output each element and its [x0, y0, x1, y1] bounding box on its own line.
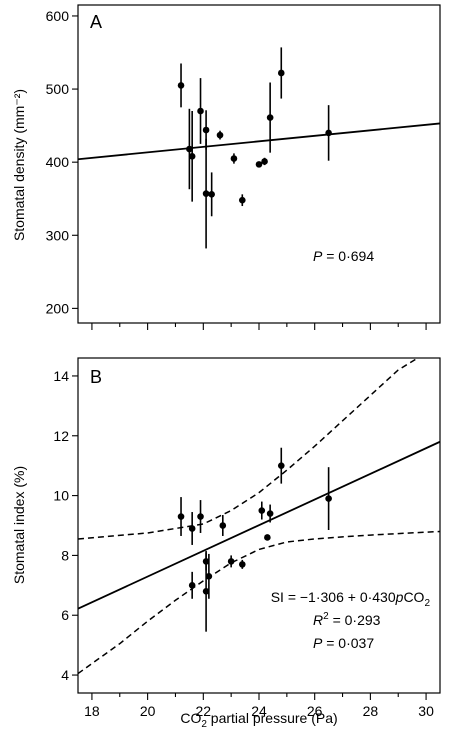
- panel-a-y-axis-title: Stomatal density (mm⁻²): [11, 89, 27, 241]
- panel-b-data-point: [219, 522, 227, 529]
- panel-b-y-tick-label: 14: [53, 368, 69, 384]
- panel-b-x-tick-label: 26: [307, 703, 323, 719]
- panel-a-data-point: [186, 145, 193, 153]
- panel-a-p-annotation: P = 0·694: [313, 248, 374, 264]
- panel-b-p-annotation: P = 0·037: [313, 635, 374, 651]
- panel-b-y-tick-label: 8: [61, 547, 69, 563]
- panel-b-p-value: = 0·037: [322, 635, 374, 651]
- panel-b-x-tick-label: 30: [418, 703, 434, 719]
- panel-a: A Stomatal density (mm⁻²) 200 300 400 500 60…: [11, 4, 441, 330]
- panel-b-x-tick-label: 18: [84, 703, 100, 719]
- panel-a-y-ticks: 200 300 400 500 600: [46, 8, 78, 316]
- panel-a-data-point: [238, 196, 246, 204]
- panel-b-ci-upper: [77, 357, 419, 540]
- panel-a-data-point: [216, 131, 224, 139]
- panel-a-data-point: [197, 107, 204, 115]
- r2-sup: 2: [323, 611, 329, 622]
- panel-a-y-tick-label: 300: [46, 227, 70, 243]
- equation-left: SI = −1·306 + 0·430: [271, 589, 396, 605]
- panel-a-data-point: [277, 69, 285, 77]
- panel-b-data-point: [177, 513, 185, 520]
- panel-b-data-point: [325, 495, 332, 502]
- panel-b-fit-line: [77, 440, 441, 610]
- panel-b-data-point: [227, 558, 235, 565]
- panel-a-data-point: [266, 114, 274, 121]
- r2-label: R: [313, 612, 323, 628]
- panel-b-data-point: [188, 525, 196, 532]
- panel-a-y-tick-label: 600: [46, 8, 70, 24]
- panel-b-data-point: [277, 462, 285, 469]
- r2-value: = 0·293: [329, 612, 381, 628]
- panel-b-data-point: [258, 507, 266, 514]
- panel-a-data-point: [255, 161, 263, 168]
- panel-b-data-point: [197, 513, 204, 520]
- panel-a-data-point: [325, 129, 332, 137]
- panel-b-y-tick-label: 4: [61, 667, 69, 683]
- panel-b-p-label: P: [313, 635, 323, 651]
- x-axis-title-main: CO: [180, 710, 201, 726]
- panel-a-points: [177, 47, 332, 249]
- panel-b-label: B: [90, 367, 102, 387]
- panel-a-data-point: [188, 153, 196, 160]
- equation-co: CO: [403, 589, 424, 605]
- panel-a-regression-line: [77, 122, 441, 161]
- panel-a-y-tick-label: 200: [46, 300, 70, 316]
- panel-b-ci-lower: [77, 530, 441, 675]
- panel-b-x-ticks: 18 20 22 24 26 28 30: [84, 693, 434, 719]
- panel-b-x-tick-label: 24: [251, 703, 267, 719]
- panel-b-data-point: [202, 588, 210, 595]
- panel-b-y-tick-label: 6: [61, 607, 69, 623]
- panel-a-y-tick-label: 400: [46, 154, 70, 170]
- panel-b-data-point: [238, 561, 246, 568]
- panel-a-data-point: [230, 155, 238, 162]
- panel-b-y-tick-label: 10: [53, 488, 69, 504]
- panel-a-data-point: [208, 191, 215, 198]
- x-axis-title-sub: 2: [201, 719, 207, 730]
- x-axis-title: CO2 partial pressure (Pa): [180, 710, 337, 730]
- panel-b-data-point: [266, 510, 274, 517]
- panel-a-label: A: [90, 12, 102, 32]
- panel-a-data-point: [202, 126, 210, 134]
- x-axis-title-rest: partial pressure (Pa): [207, 710, 338, 726]
- panel-b-regression-line: [77, 440, 441, 610]
- panel-b-y-tick-label: 12: [53, 428, 69, 444]
- panel-b-equation: SI = −1·306 + 0·430pCO2: [271, 589, 431, 609]
- panel-b-points: [177, 447, 332, 632]
- panel-b-data-point: [264, 534, 271, 541]
- panel-b-x-tick-label: 28: [363, 703, 379, 719]
- panel-b-x-tick-label: 20: [140, 703, 156, 719]
- panel-b-y-axis-title: Stomatal index (%): [11, 466, 27, 584]
- panel-b-data-point: [205, 573, 213, 580]
- panel-a-data-point: [202, 190, 210, 197]
- panel-a-p-label: P: [313, 248, 323, 264]
- panel-b-y-ticks: 4 6 8 10 12 14: [53, 368, 78, 683]
- equation-var: p: [395, 589, 404, 605]
- panel-b-confidence-bands: [77, 357, 441, 675]
- panel-a-fit-line: [77, 122, 441, 161]
- panel-b-x-tick-label: 22: [196, 703, 212, 719]
- panel-a-data-point: [261, 158, 268, 165]
- panel-a-y-tick-label: 500: [46, 81, 70, 97]
- panel-a-p-value: = 0·694: [322, 248, 374, 264]
- panel-b-r2: R2 = 0·293: [313, 611, 381, 628]
- panel-a-data-point: [177, 82, 185, 89]
- equation-sub: 2: [424, 598, 430, 609]
- panel-a-x-ticks: [91, 323, 427, 330]
- panel-b-data-point: [188, 582, 196, 589]
